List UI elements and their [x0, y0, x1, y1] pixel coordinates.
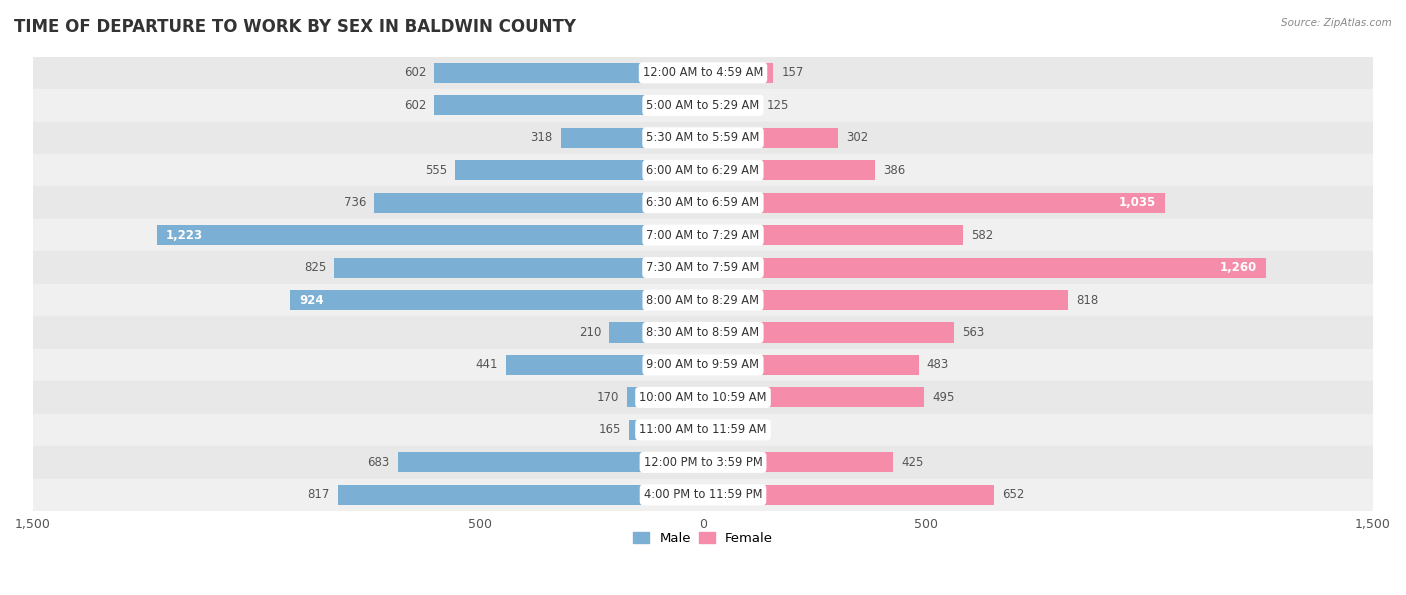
Bar: [32, 121, 1374, 154]
Text: 9:00 AM to 9:59 AM: 9:00 AM to 9:59 AM: [647, 358, 759, 371]
Bar: [32, 414, 1374, 446]
Text: 441: 441: [475, 358, 498, 371]
Text: 683: 683: [367, 456, 389, 469]
Bar: [32, 89, 1374, 121]
Bar: [32, 317, 1374, 349]
Text: 210: 210: [579, 326, 602, 339]
Text: 563: 563: [963, 326, 984, 339]
Bar: [32, 219, 1374, 251]
Text: 602: 602: [404, 67, 426, 79]
Bar: [703, 485, 994, 505]
Bar: [32, 251, 1374, 284]
Bar: [32, 154, 1374, 186]
Bar: [703, 420, 716, 440]
Bar: [627, 387, 703, 408]
Bar: [703, 95, 759, 115]
Bar: [32, 381, 1374, 414]
Bar: [290, 290, 703, 310]
Bar: [374, 193, 703, 213]
Text: 12:00 PM to 3:59 PM: 12:00 PM to 3:59 PM: [644, 456, 762, 469]
Bar: [335, 258, 703, 278]
Text: 483: 483: [927, 358, 949, 371]
Text: 6:30 AM to 6:59 AM: 6:30 AM to 6:59 AM: [647, 196, 759, 209]
Bar: [32, 186, 1374, 219]
Text: 10:00 AM to 10:59 AM: 10:00 AM to 10:59 AM: [640, 391, 766, 404]
Bar: [506, 355, 703, 375]
Text: 818: 818: [1077, 293, 1098, 306]
Text: 11:00 AM to 11:59 AM: 11:00 AM to 11:59 AM: [640, 424, 766, 436]
Text: 165: 165: [599, 424, 621, 436]
Text: 125: 125: [766, 99, 789, 112]
Bar: [630, 420, 703, 440]
Text: 8:00 AM to 8:29 AM: 8:00 AM to 8:29 AM: [647, 293, 759, 306]
Text: 602: 602: [404, 99, 426, 112]
Text: 7:30 AM to 7:59 AM: 7:30 AM to 7:59 AM: [647, 261, 759, 274]
Text: 825: 825: [304, 261, 326, 274]
Text: 736: 736: [344, 196, 366, 209]
Bar: [703, 193, 1166, 213]
Bar: [561, 128, 703, 148]
Text: Source: ZipAtlas.com: Source: ZipAtlas.com: [1281, 18, 1392, 28]
Bar: [156, 225, 703, 245]
Text: 8:30 AM to 8:59 AM: 8:30 AM to 8:59 AM: [647, 326, 759, 339]
Bar: [32, 284, 1374, 317]
Bar: [703, 258, 1265, 278]
Text: 5:00 AM to 5:29 AM: 5:00 AM to 5:29 AM: [647, 99, 759, 112]
Text: 386: 386: [883, 164, 905, 177]
Text: 1,260: 1,260: [1219, 261, 1257, 274]
Text: 6:00 AM to 6:29 AM: 6:00 AM to 6:29 AM: [647, 164, 759, 177]
Text: 4:00 PM to 11:59 PM: 4:00 PM to 11:59 PM: [644, 488, 762, 502]
Bar: [32, 446, 1374, 478]
Bar: [434, 95, 703, 115]
Bar: [32, 478, 1374, 511]
Text: 555: 555: [425, 164, 447, 177]
Text: 1,035: 1,035: [1119, 196, 1156, 209]
Bar: [703, 387, 924, 408]
Text: 924: 924: [299, 293, 323, 306]
Bar: [32, 57, 1374, 89]
Text: 12:00 AM to 4:59 AM: 12:00 AM to 4:59 AM: [643, 67, 763, 79]
Text: 425: 425: [901, 456, 924, 469]
Bar: [609, 322, 703, 343]
Text: 302: 302: [846, 131, 868, 145]
Bar: [703, 63, 773, 83]
Text: 318: 318: [530, 131, 553, 145]
Text: 495: 495: [932, 391, 955, 404]
Text: TIME OF DEPARTURE TO WORK BY SEX IN BALDWIN COUNTY: TIME OF DEPARTURE TO WORK BY SEX IN BALD…: [14, 18, 576, 36]
Bar: [703, 128, 838, 148]
Text: 28: 28: [724, 424, 738, 436]
Bar: [703, 290, 1069, 310]
Bar: [703, 452, 893, 472]
Legend: Male, Female: Male, Female: [627, 527, 779, 550]
Bar: [703, 160, 876, 180]
Bar: [703, 322, 955, 343]
Text: 5:30 AM to 5:59 AM: 5:30 AM to 5:59 AM: [647, 131, 759, 145]
Bar: [456, 160, 703, 180]
Bar: [32, 349, 1374, 381]
Bar: [703, 225, 963, 245]
Text: 652: 652: [1002, 488, 1025, 502]
Bar: [434, 63, 703, 83]
Text: 7:00 AM to 7:29 AM: 7:00 AM to 7:29 AM: [647, 228, 759, 242]
Text: 582: 582: [972, 228, 993, 242]
Text: 817: 817: [308, 488, 330, 502]
Text: 1,223: 1,223: [166, 228, 202, 242]
Bar: [337, 485, 703, 505]
Text: 170: 170: [596, 391, 619, 404]
Text: 157: 157: [782, 67, 804, 79]
Bar: [398, 452, 703, 472]
Bar: [703, 355, 918, 375]
